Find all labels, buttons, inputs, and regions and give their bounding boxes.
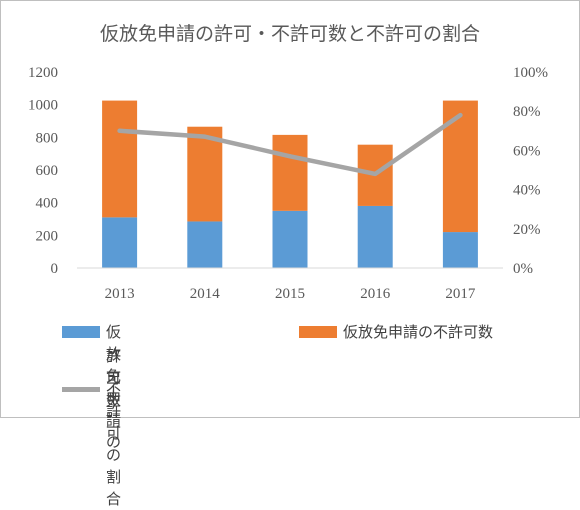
y-right-tick-label: 40% bbox=[513, 183, 541, 199]
y-left-tick-label: 0 bbox=[51, 261, 59, 277]
bar-permit-2017 bbox=[442, 232, 478, 268]
y-left-tick-label: 400 bbox=[36, 196, 59, 212]
y-left-tick-label: 600 bbox=[36, 163, 59, 179]
x-tick-label: 2014 bbox=[190, 286, 221, 302]
chart-title: 仮放免申請の許可・不許可数と不許可の割合 bbox=[100, 23, 480, 45]
bar-permit-2016 bbox=[357, 205, 393, 268]
y-left-tick-label: 800 bbox=[36, 130, 59, 146]
legend-label-permit-line2: 許可数 bbox=[106, 347, 122, 409]
y-left-tick-label: 1200 bbox=[28, 65, 58, 81]
x-tick-label: 2016 bbox=[360, 286, 391, 302]
bar-deny-2017 bbox=[442, 100, 478, 233]
bar-deny-2014 bbox=[187, 126, 223, 222]
bar-permit-2014 bbox=[187, 221, 223, 268]
y-left-tick-label: 1000 bbox=[28, 98, 58, 114]
y-left-tick-label: 200 bbox=[36, 228, 59, 244]
x-tick-label: 2013 bbox=[105, 286, 135, 302]
y-right-tick-label: 80% bbox=[513, 104, 541, 120]
legend-swatch-ratio bbox=[62, 387, 100, 392]
plot-area: 2013 2014 2015 2016 2017 0 200 400 600 800 1000 120… bbox=[28, 65, 548, 302]
bar-permit-2015 bbox=[272, 210, 308, 268]
line-point-2017 bbox=[458, 113, 463, 118]
line-point-2013 bbox=[117, 128, 122, 133]
bar-permit-2013 bbox=[102, 217, 138, 268]
line-point-2016 bbox=[373, 171, 378, 176]
legend-swatch-permit bbox=[62, 326, 100, 338]
legend-label-ratio: 不許可の割合 bbox=[106, 380, 122, 508]
y-right-tick-label: 60% bbox=[513, 143, 541, 159]
line-point-2015 bbox=[288, 154, 292, 159]
legend-label-deny: 仮放免申請の不許可数 bbox=[343, 323, 494, 341]
line-point-2014 bbox=[202, 134, 207, 139]
y-right-tick-label: 100% bbox=[513, 65, 548, 81]
bar-deny-2013 bbox=[102, 100, 138, 218]
x-tick-label: 2017 bbox=[445, 286, 476, 302]
legend-swatch-deny bbox=[299, 326, 337, 338]
chart-area: 仮放免申請の許可・不許可数と不許可の割合 2013 2014 2015 2016 201… bbox=[28, 23, 548, 302]
y-right-tick-label: 20% bbox=[513, 222, 541, 238]
x-tick-label: 2015 bbox=[275, 286, 305, 302]
y-right-tick-label: 0% bbox=[513, 261, 533, 277]
bar-deny-2015 bbox=[272, 134, 308, 211]
